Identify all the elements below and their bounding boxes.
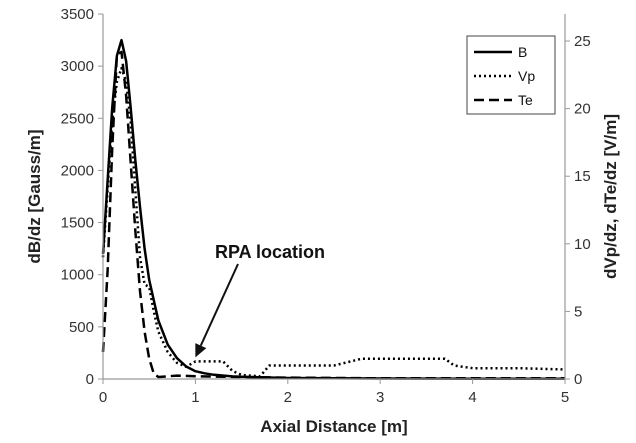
x-tick-label: 4 [468,389,476,406]
right-y-tick-label: 0 [574,371,582,388]
ticks-layer: 0 1 2 3 4 50500100015002000250030003500051015… [61,6,591,406]
series-line-vp [101,66,566,378]
x-axis-title: Axial Distance [m] [260,417,407,436]
right-y-tick-label: 25 [574,33,591,50]
right-y-tick-label: 10 [574,236,591,253]
x-tick-label: 0 [99,389,107,406]
left-y-tick-label: 2000 [61,162,94,179]
left-y-tick-label: 1000 [61,267,94,284]
right-y-axis-title: dVp/dz, dTe/dz [V/m] [601,114,620,279]
right-y-tick-label: 5 [574,303,582,320]
rpa-location-arrowhead [195,343,207,358]
x-tick-label: 1 [191,389,199,406]
left-y-tick-label: 3500 [61,6,94,23]
left-y-axis-title: dB/dz [Gauss/m] [25,129,44,263]
annotation-layer: RPA location [195,242,325,358]
legend: B Vp Te [466,35,556,115]
rpa-location-label: RPA location [215,242,325,262]
left-y-tick-label: 1500 [61,215,94,232]
left-y-tick-label: 0 [86,371,94,388]
series-line-b [101,38,566,381]
series-layer [101,38,566,381]
right-y-tick-label: 20 [574,101,591,118]
legend-label-b: B [518,44,527,60]
axes-layer [102,14,566,380]
x-tick-label: 3 [376,389,384,406]
right-y-tick-label: 15 [574,168,591,185]
left-y-tick-label: 500 [69,319,94,336]
left-y-tick-label: 2500 [61,110,94,127]
x-tick-label: 5 [561,389,569,406]
x-tick-label: 2 [284,389,292,406]
rpa-location-arrow [199,263,239,347]
legend-label-vp: Vp [518,68,535,84]
legend-label-te: Te [518,92,533,108]
left-y-tick-label: 3000 [61,58,94,75]
